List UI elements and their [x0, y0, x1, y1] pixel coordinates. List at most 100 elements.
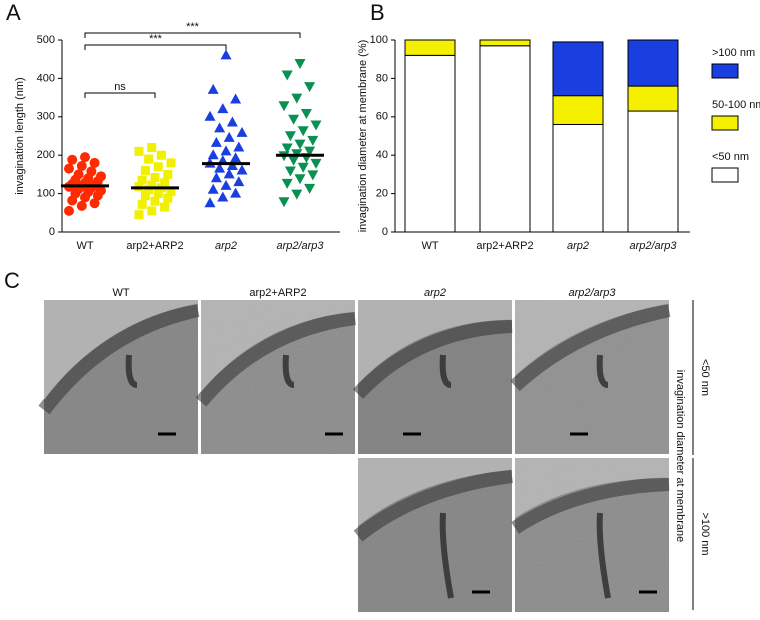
bar-segment — [404, 54, 456, 233]
point — [64, 205, 74, 216]
point — [89, 198, 100, 209]
point — [220, 179, 232, 190]
point — [236, 164, 248, 175]
row-label: <50 nm — [699, 359, 711, 396]
point — [294, 139, 306, 150]
y-tick-label: 100 — [370, 34, 388, 46]
point — [153, 189, 163, 199]
point — [147, 206, 157, 216]
outside — [515, 300, 669, 376]
x-tick-label: arp2 — [215, 240, 237, 252]
point — [288, 114, 300, 125]
point — [220, 145, 232, 156]
point — [144, 154, 154, 164]
point — [217, 103, 229, 114]
row-label: >100 nm — [699, 512, 711, 555]
y-tick-label: 500 — [37, 34, 55, 46]
point — [80, 152, 90, 163]
point — [297, 162, 309, 173]
significance-bracket — [84, 92, 156, 98]
outside — [358, 458, 512, 526]
legend-swatch — [711, 115, 739, 131]
column-label: arp2 — [424, 287, 446, 299]
point — [150, 196, 160, 206]
point — [214, 122, 226, 133]
cell-wall — [353, 469, 513, 542]
outside — [515, 458, 669, 518]
column-label: arp2+ARP2 — [249, 287, 306, 299]
x-tick-label: arp2/arp3 — [276, 240, 324, 252]
legend-label: >100 nm — [712, 47, 755, 59]
x-tick-label: arp2+ARP2 — [476, 240, 533, 252]
y-tick-label: 40 — [376, 149, 388, 161]
y-axis-label: invagination diameter at membrane (%) — [357, 40, 369, 233]
bar-segment — [627, 39, 679, 87]
x-tick-label: arp2+ARP2 — [126, 240, 183, 252]
point — [67, 154, 78, 165]
point — [137, 175, 147, 185]
invagination — [125, 354, 138, 388]
y-tick-label: 80 — [376, 72, 388, 84]
point — [307, 135, 319, 146]
y-tick-label: 60 — [376, 111, 388, 123]
point — [204, 110, 216, 121]
bar-segment — [552, 41, 604, 97]
y-axis-label: invagination length (nm) — [14, 77, 26, 194]
point — [73, 169, 84, 180]
point — [210, 136, 222, 147]
point — [304, 82, 316, 93]
legend-label: <50 nm — [712, 151, 749, 163]
point — [278, 197, 290, 208]
x-tick-label: arp2 — [567, 240, 589, 252]
cell-wall — [510, 303, 671, 392]
point — [230, 187, 242, 198]
point — [96, 171, 106, 182]
point — [144, 185, 154, 195]
y-tick-label: 0 — [382, 226, 388, 238]
bar-segment — [404, 39, 456, 56]
point — [281, 143, 293, 154]
point — [76, 160, 87, 171]
invagination — [439, 354, 452, 388]
column-label: arp2/arp3 — [568, 287, 616, 299]
invagination — [439, 512, 454, 599]
invagination — [596, 354, 609, 388]
y-tick-label: 20 — [376, 188, 388, 200]
point — [226, 116, 238, 127]
point — [291, 93, 303, 104]
point — [310, 120, 322, 131]
bar-segment — [627, 110, 679, 233]
point — [233, 176, 245, 187]
micrograph — [353, 458, 513, 612]
cell-wall — [352, 319, 513, 399]
x-tick-label: arp2/arp3 — [629, 240, 677, 252]
point — [207, 149, 219, 160]
legend-swatch — [711, 63, 739, 79]
point — [204, 197, 216, 208]
bar-segment — [627, 85, 679, 112]
point — [137, 199, 147, 209]
point — [230, 152, 242, 163]
point — [284, 166, 296, 177]
point — [64, 163, 74, 174]
point — [160, 178, 170, 188]
point — [233, 141, 245, 152]
point — [300, 108, 312, 119]
x-tick-label: WT — [76, 240, 93, 252]
x-tick-label: WT — [421, 240, 438, 252]
cell-wall — [511, 477, 670, 534]
point — [207, 183, 219, 194]
point — [307, 170, 319, 181]
legend-label: 50-100 nm — [712, 99, 760, 111]
point — [153, 162, 163, 172]
point — [214, 162, 226, 173]
y-tick-label: 100 — [37, 188, 55, 200]
point — [134, 210, 144, 220]
point — [284, 131, 296, 142]
point — [166, 158, 176, 168]
micrograph — [38, 300, 200, 454]
outside — [358, 300, 512, 384]
point — [294, 59, 306, 70]
point — [223, 168, 235, 179]
